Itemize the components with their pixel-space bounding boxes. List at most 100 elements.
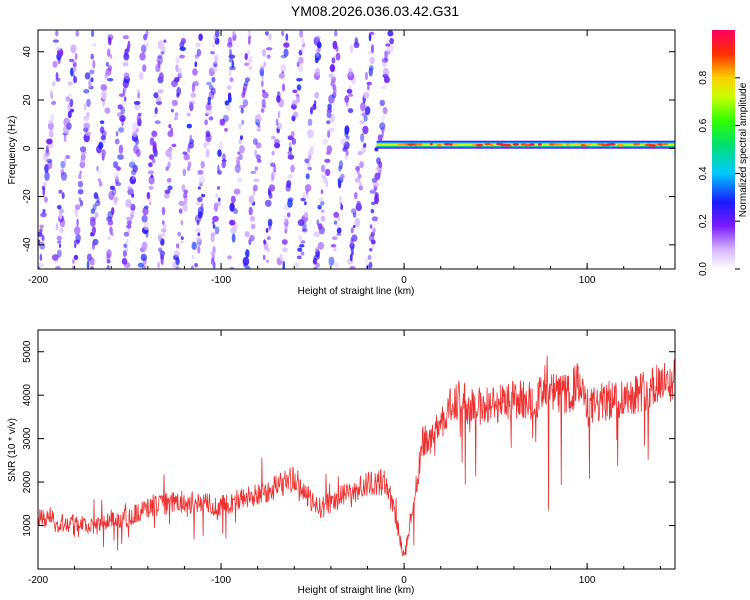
heatmap-cell (307, 118, 313, 126)
heatmap-cell (617, 144, 624, 147)
heatmap-cell (180, 220, 184, 226)
heatmap-cell (115, 131, 119, 137)
heatmap-cell (320, 209, 325, 214)
heatmap-cell (106, 61, 109, 67)
heatmap-cell (83, 103, 87, 111)
heatmap-cell (41, 235, 45, 242)
heatmap-cell (139, 72, 144, 80)
heatmap-cell (73, 254, 79, 260)
heatmap-cell (221, 161, 226, 169)
heatmap-cell (243, 62, 250, 67)
heatmap-cell (144, 205, 149, 209)
heatmap-cell (125, 199, 132, 208)
heatmap-cell (313, 231, 321, 238)
heatmap-cell (294, 262, 300, 268)
heatmap-cell (194, 263, 198, 268)
heatmap-cell (609, 142, 616, 146)
heatmap-cell (109, 226, 113, 235)
heatmap-cell (287, 151, 293, 156)
heatmap-cell (266, 54, 271, 59)
heatmap-cell (57, 240, 62, 244)
heatmap-cell (149, 154, 155, 160)
heatmap-cell (261, 98, 266, 108)
heatmap-cell (369, 248, 373, 252)
heatmap-cell (128, 161, 136, 168)
heatmap-cell (328, 256, 335, 266)
heatmap-cell (144, 42, 150, 48)
heatmap-cell (52, 81, 56, 87)
heatmap-cell (212, 224, 216, 229)
heatmap-cell (124, 96, 127, 102)
heatmap-cell (146, 191, 151, 200)
heatmap-cell (54, 265, 61, 269)
heatmap-cell (133, 144, 139, 154)
heatmap-cell (244, 53, 248, 61)
heatmap-cell (231, 60, 235, 69)
heatmap-cell (304, 211, 309, 218)
heatmap-cell (123, 231, 130, 237)
heatmap-cell (281, 30, 285, 37)
heatmap-cell (238, 153, 243, 161)
heatmap-cell (224, 127, 228, 132)
heatmap-cell (288, 146, 292, 152)
heatmap-cell (339, 160, 343, 170)
heatmap-cell (340, 138, 347, 145)
heatmap-cell (360, 133, 365, 143)
heatmap-cell (367, 84, 370, 91)
heatmap-cell (301, 37, 305, 45)
heatmap-cell (352, 212, 357, 218)
heatmap-cell (127, 227, 131, 234)
heatmap-cell (369, 224, 373, 229)
heatmap-cell (320, 215, 326, 222)
heatmap-cell (343, 141, 350, 150)
heatmap-cell (254, 114, 262, 123)
colorbar-tick-label: 0.8 (698, 70, 709, 84)
heatmap-cell (327, 129, 331, 139)
heatmap-cell (314, 67, 321, 77)
heatmap-cell (379, 99, 386, 107)
heatmap-cell (58, 208, 65, 214)
heatmap-cell (39, 228, 43, 233)
heatmap-cell (131, 158, 135, 163)
heatmap-cell (250, 170, 257, 175)
heatmap-cell (633, 142, 641, 146)
heatmap-cell (214, 226, 220, 235)
heatmap-cell (129, 176, 137, 185)
heatmap-cell (157, 247, 163, 252)
heatmap-cell (177, 67, 183, 77)
heatmap-cell (287, 197, 294, 202)
heatmap-cell (228, 58, 234, 63)
heatmap-cell (149, 137, 155, 146)
x-tick-label: -100 (211, 275, 231, 286)
heatmap-cell (661, 142, 669, 146)
heatmap-cell (74, 243, 77, 249)
heatmap-cell (211, 76, 216, 83)
heatmap-cell (90, 266, 94, 269)
heatmap-cell (183, 153, 190, 161)
heatmap-cell (101, 139, 107, 144)
heatmap-cell (55, 30, 59, 37)
heatmap-cell (107, 48, 111, 57)
heatmap-cell (227, 92, 232, 98)
heatmap-cell (197, 169, 204, 175)
heatmap-cell (132, 122, 139, 131)
heatmap-cell (326, 120, 331, 125)
heatmap-cell (322, 176, 328, 184)
spectrogram-x-ticks: -200 -100 0 100 (28, 30, 661, 286)
heatmap-cell (151, 130, 158, 138)
heatmap-cell (208, 116, 214, 121)
heatmap-cell (389, 37, 394, 45)
heatmap-cell (381, 130, 384, 137)
heatmap-cell (201, 193, 206, 198)
heatmap-cell (38, 262, 45, 268)
heatmap-cell (238, 138, 242, 145)
heatmap-cell (113, 196, 119, 203)
y-tick-label: 4000 (22, 384, 33, 407)
heatmap-cell (67, 81, 73, 86)
spectrogram-heatmap (38, 30, 675, 269)
heatmap-cell (222, 153, 226, 161)
heatmap-cell (117, 104, 123, 110)
heatmap-cell (475, 143, 484, 147)
heatmap-cell (157, 40, 164, 50)
